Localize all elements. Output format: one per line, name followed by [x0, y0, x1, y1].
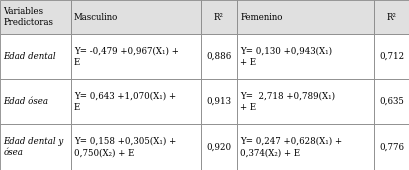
Text: 0,712: 0,712: [378, 52, 404, 61]
Bar: [0, 124, 70, 170]
Bar: [70, 0, 200, 34]
Bar: [236, 124, 373, 170]
Bar: [236, 0, 373, 34]
Text: Y= -0,479 +0,967(X₁) +
E: Y= -0,479 +0,967(X₁) + E: [74, 46, 178, 67]
Bar: [70, 79, 200, 124]
Bar: [200, 0, 236, 34]
Text: R²: R²: [386, 13, 396, 21]
Bar: [70, 34, 200, 79]
Bar: [200, 34, 236, 79]
Bar: [373, 124, 409, 170]
Text: 0,920: 0,920: [206, 143, 231, 151]
Text: 0,913: 0,913: [206, 97, 231, 106]
Bar: [373, 79, 409, 124]
Text: Y= 0,247 +0,628(X₁) +
0,374(X₂) + E: Y= 0,247 +0,628(X₁) + 0,374(X₂) + E: [240, 137, 342, 157]
Bar: [0, 79, 70, 124]
Text: Y= 0,158 +0,305(X₁) +
0,750(X₂) + E: Y= 0,158 +0,305(X₁) + 0,750(X₂) + E: [74, 137, 175, 157]
Bar: [0, 34, 70, 79]
Text: Edad dental: Edad dental: [3, 52, 56, 61]
Text: Masculino: Masculino: [74, 13, 118, 21]
Text: Y= 0,643 +1,070(X₁) +
E: Y= 0,643 +1,070(X₁) + E: [74, 91, 175, 112]
Text: Variables
Predictoras: Variables Predictoras: [3, 7, 53, 27]
Text: Y=  2,718 +0,789(X₁)
+ E: Y= 2,718 +0,789(X₁) + E: [240, 91, 335, 112]
Text: Edad dental y
ósea: Edad dental y ósea: [3, 137, 63, 157]
Bar: [236, 79, 373, 124]
Bar: [0, 0, 70, 34]
Bar: [70, 124, 200, 170]
Text: 0,886: 0,886: [206, 52, 231, 61]
Text: Femenino: Femenino: [240, 13, 282, 21]
Text: Edad ósea: Edad ósea: [3, 97, 48, 106]
Text: R²: R²: [213, 13, 223, 21]
Text: 0,635: 0,635: [379, 97, 403, 106]
Bar: [373, 0, 409, 34]
Bar: [236, 34, 373, 79]
Text: Y= 0,130 +0,943(X₁)
+ E: Y= 0,130 +0,943(X₁) + E: [240, 46, 332, 67]
Bar: [200, 124, 236, 170]
Bar: [200, 79, 236, 124]
Bar: [373, 34, 409, 79]
Text: 0,776: 0,776: [379, 143, 403, 151]
